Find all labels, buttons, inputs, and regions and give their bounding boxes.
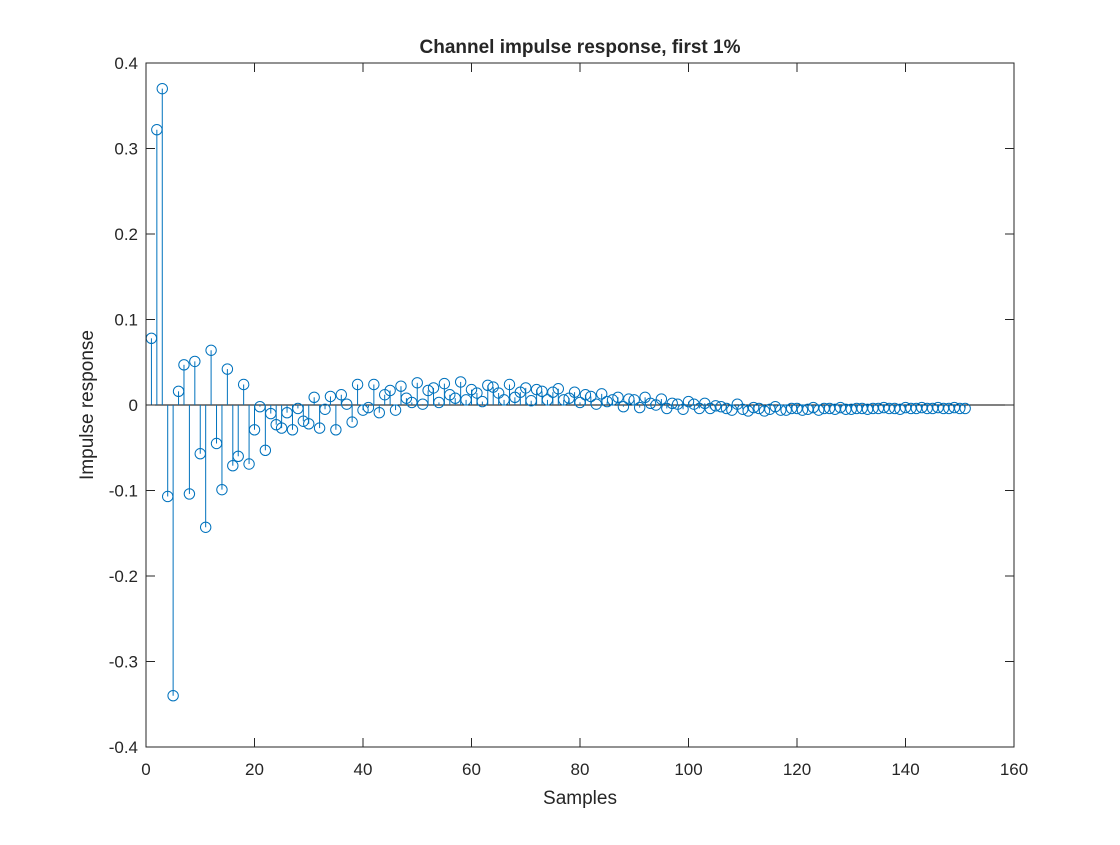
axes: 0 20 40 60 80 100 120 140 160 -0.4 -0.3 -0.2 -0.1 0 0.…	[109, 54, 1028, 779]
stem-marker	[216, 483, 228, 496]
y-tick-label: -0.3	[109, 653, 138, 672]
stem-marker	[530, 383, 543, 396]
stem-marker	[742, 405, 754, 417]
stem-marker	[362, 401, 375, 414]
x-tick-label: 140	[891, 760, 919, 779]
stem-marker	[617, 401, 630, 413]
plot-marks	[145, 82, 1014, 702]
stem-marker	[623, 393, 635, 405]
stem-marker	[275, 422, 288, 434]
stem-marker	[758, 405, 771, 417]
stem-marker	[324, 390, 337, 403]
stem-marker	[183, 488, 196, 500]
stem-marker	[628, 394, 640, 406]
stem-marker	[199, 521, 212, 533]
stem-marker	[221, 363, 234, 375]
stem-marker	[454, 376, 467, 388]
stem-marker	[368, 378, 380, 391]
stem-marker	[666, 397, 678, 409]
x-tick-label: 120	[783, 760, 811, 779]
stem-marker	[389, 404, 402, 416]
y-tick-label: -0.2	[109, 567, 138, 586]
stem-marker	[802, 403, 814, 415]
stem-marker	[633, 401, 646, 414]
x-tick-label: 100	[674, 760, 702, 779]
x-tick-label: 40	[354, 760, 373, 779]
stem-marker	[335, 389, 347, 401]
stem-marker	[471, 387, 483, 399]
stem-marker	[341, 398, 353, 410]
stem-marker	[438, 377, 451, 390]
y-tick-label: 0.1	[114, 311, 138, 330]
stem-marker	[813, 404, 825, 416]
chart-title: Channel impulse response, first 1%	[420, 37, 741, 58]
stem-marker	[259, 444, 272, 457]
stem-marker	[427, 382, 440, 394]
stem-marker	[395, 380, 407, 392]
stem-marker	[303, 418, 315, 430]
stem-marker	[465, 383, 478, 396]
stem-marker	[682, 395, 695, 408]
x-tick-label: 60	[462, 760, 481, 779]
stem-marker	[585, 390, 597, 403]
x-tick-label: 0	[141, 760, 150, 779]
stem-marker	[861, 403, 874, 415]
stem-marker	[552, 383, 564, 395]
y-tick-label: 0.3	[114, 140, 138, 159]
stem-marker	[346, 416, 358, 428]
y-axis-label: Impulse response	[77, 330, 98, 480]
y-tick-label: -0.1	[109, 482, 138, 501]
stem-marker	[503, 378, 516, 391]
stem-marker	[655, 393, 668, 405]
stem-marker	[780, 404, 792, 416]
stem-marker	[796, 404, 809, 416]
y-tick-label: 0.2	[114, 225, 138, 244]
stem-marker	[248, 424, 261, 436]
x-tick-label: 20	[245, 760, 264, 779]
stem-marker	[330, 424, 342, 436]
stem-marker	[189, 355, 201, 368]
stem-marker	[482, 379, 494, 392]
y-tick-label: 0.4	[114, 54, 138, 73]
x-tick-label: 80	[571, 760, 590, 779]
stem-marker	[178, 359, 190, 371]
stem-marker	[313, 422, 326, 434]
stem-marker	[243, 458, 255, 470]
y-tick-label: -0.4	[109, 738, 138, 757]
stem-marker	[894, 403, 906, 415]
stem-marker	[764, 403, 776, 415]
stem-marker	[612, 391, 624, 404]
stem-marker	[704, 402, 716, 415]
stem-marker	[237, 378, 250, 391]
stem-marker	[351, 378, 364, 391]
stem-marker	[959, 402, 971, 415]
stem-marker	[319, 403, 331, 415]
stem-marker	[373, 406, 385, 419]
stem-marker	[568, 386, 581, 398]
stem-marker	[286, 424, 299, 436]
stem-marker	[677, 403, 689, 415]
x-axis-label: Samples	[543, 788, 617, 809]
stem-marker	[357, 404, 369, 416]
stem-marker	[596, 388, 608, 400]
stem-marker	[205, 344, 217, 356]
stem-marker	[167, 690, 179, 702]
stem-marker	[411, 377, 423, 389]
stem-marker	[156, 82, 168, 95]
stem-marker	[232, 450, 244, 462]
y-tick-label: 0	[129, 396, 138, 415]
stem-marker	[308, 391, 320, 404]
stem-marker	[520, 382, 532, 394]
stem-marker	[644, 397, 657, 409]
x-tick-label: 160	[1000, 760, 1028, 779]
stem-marker	[579, 389, 592, 401]
stem-marker	[384, 384, 396, 397]
stem-marker	[227, 460, 239, 472]
stem-marker	[444, 389, 456, 401]
stem-marker	[845, 403, 857, 415]
stem-marker	[536, 385, 548, 398]
